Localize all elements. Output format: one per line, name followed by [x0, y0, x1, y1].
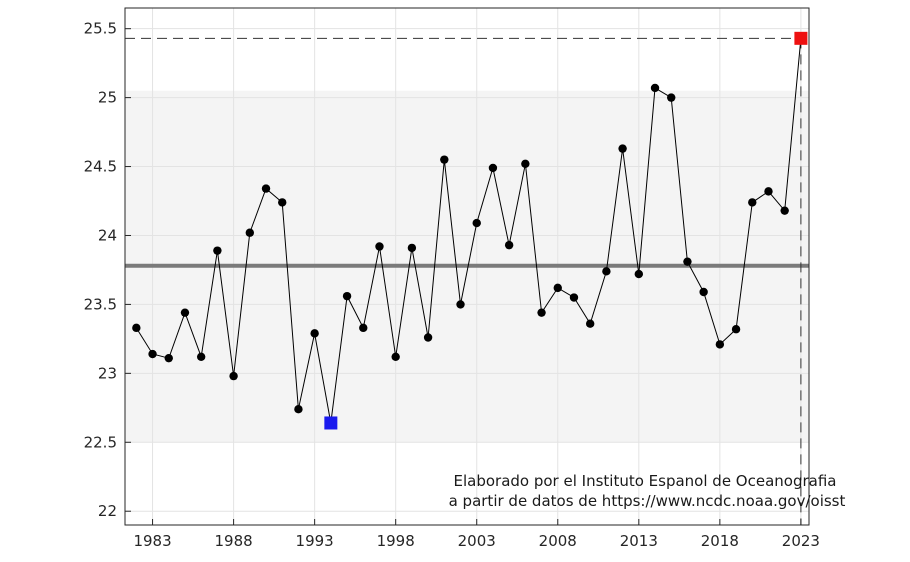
y-tick-label: 25.5: [84, 20, 117, 38]
data-point: [683, 257, 692, 266]
data-point: [213, 246, 222, 255]
data-point: [618, 144, 627, 153]
data-point: [294, 404, 303, 414]
data-point: [278, 198, 287, 207]
data-point: [780, 206, 789, 215]
credit-line-2: a partir de datos de https://www.ncdc.no…: [449, 492, 846, 510]
extreme-markers-layer: [324, 31, 808, 430]
min-value-marker: [324, 416, 338, 430]
y-tick-label: 22: [98, 502, 117, 520]
x-tick-label: 1993: [296, 532, 334, 550]
data-point: [715, 340, 725, 349]
data-point: [229, 371, 238, 381]
x-tick-label: 2003: [458, 532, 496, 550]
y-tick-label: 22.5: [84, 433, 117, 451]
data-point: [521, 159, 530, 168]
series-line: [135, 38, 802, 424]
data-point: [132, 323, 141, 333]
data-point: [667, 93, 676, 102]
x-tick-label: 1988: [215, 532, 253, 550]
data-point: [585, 319, 595, 328]
data-point: [472, 218, 481, 228]
data-point: [504, 240, 514, 250]
data-point: [537, 308, 546, 317]
x-tick-label: 1998: [377, 532, 415, 550]
axes-layer: [124, 7, 810, 526]
data-point: [423, 333, 433, 342]
data-point: [650, 83, 660, 93]
x-tick-label: 1983: [133, 532, 171, 550]
data-point: [359, 323, 368, 333]
data-point: [764, 187, 773, 196]
data-point: [342, 291, 352, 301]
data-point: [245, 228, 255, 237]
data-point: [310, 329, 319, 338]
y-tick-label: 24.5: [84, 158, 117, 176]
max-value-marker: [794, 31, 808, 45]
data-point: [440, 155, 449, 164]
data-point: [602, 267, 611, 276]
data-point: [391, 352, 400, 362]
data-point: [180, 308, 190, 317]
data-point: [488, 163, 498, 173]
data-point: [731, 325, 741, 334]
x-tick-label: 2008: [539, 532, 577, 550]
data-point: [261, 184, 271, 193]
y-tick-label: 25: [98, 89, 117, 107]
data-point: [148, 349, 157, 359]
series-line-layer: [135, 38, 802, 424]
data-point: [699, 287, 708, 297]
x-tick-label: 2023: [782, 532, 820, 550]
y-tick-label: 23: [98, 364, 117, 382]
data-point: [634, 269, 644, 279]
data-point: [164, 353, 173, 363]
tick-labels-layer: 1983 1988 1993 1998 2003 2008 2013 2018 2023 22 22…: [84, 20, 820, 550]
data-point: [748, 198, 757, 207]
data-point: [456, 300, 465, 309]
data-point: [407, 243, 417, 253]
data-point: [553, 283, 562, 293]
data-point: [196, 352, 206, 362]
data-point: [569, 293, 579, 302]
data-point: [375, 242, 384, 251]
y-tick-label: 23.5: [84, 295, 117, 313]
axes-box: [124, 7, 810, 526]
x-tick-label: 2018: [701, 532, 739, 550]
x-tick-label: 2013: [620, 532, 658, 550]
max-reference-layer: [125, 37, 802, 525]
credit-line-1: Elaborado por el Instituto Espanol de Oc…: [454, 472, 837, 490]
y-tick-label: 24: [98, 226, 117, 244]
series-points-layer: [132, 34, 806, 428]
